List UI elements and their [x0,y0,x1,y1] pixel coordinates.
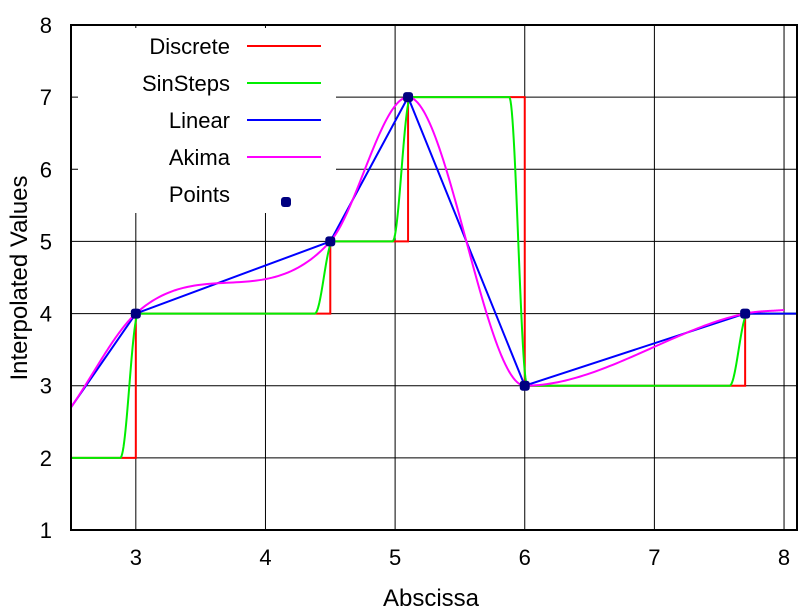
data-point [403,92,414,103]
tick-labels: 3 4 5 6 7 8 1 2 3 4 5 6 7 8 [40,13,790,570]
data-point [325,236,336,247]
legend-label: Akima [169,145,231,170]
y-tick-label: 6 [40,157,52,182]
x-tick-label: 5 [389,545,401,570]
x-tick-label: 8 [778,545,790,570]
series-line-discrete [71,96,797,459]
y-tick-label: 2 [40,446,52,471]
y-tick-label: 8 [40,13,52,38]
legend-label: Points [169,182,230,207]
y-tick-label: 4 [40,302,52,327]
legend-label: Linear [169,108,230,133]
y-tick-label: 7 [40,85,52,110]
legend: Discrete SinSteps Linear Akima Points [78,28,336,213]
data-point [740,308,751,319]
legend-swatch [281,197,291,207]
x-tick-label: 6 [519,545,531,570]
points-layer [130,92,751,391]
plot-frame [70,24,798,531]
data-point [130,308,141,319]
legend-label: SinSteps [142,71,230,96]
x-axis-title: Abscissa [383,585,480,612]
data-point [519,380,530,391]
legend-label: Discrete [149,34,230,59]
axes [70,24,798,531]
x-tick-label: 7 [648,545,660,570]
y-tick-label: 3 [40,374,52,399]
y-tick-label: 1 [40,518,52,543]
x-tick-label: 3 [130,545,142,570]
series-line-sinsteps [71,96,797,459]
y-tick-label: 5 [40,229,52,254]
x-tick-label: 4 [259,545,271,570]
y-axis-title: Interpolated Values [6,175,33,380]
